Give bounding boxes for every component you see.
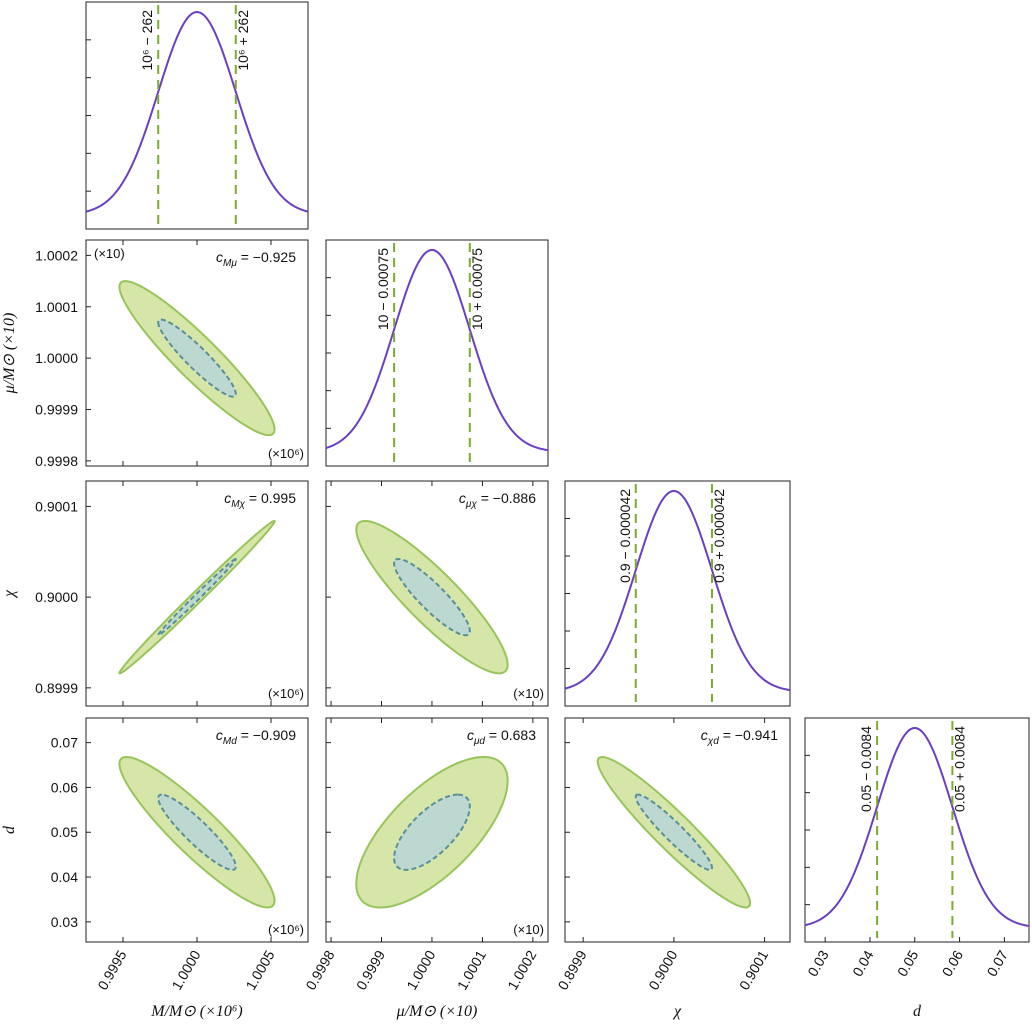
y-tick-label: 0.03 [51, 914, 78, 930]
diag-panel-mu: 10 − 0.00075 10 + 0.00075 [325, 239, 549, 467]
y-tick-label: 0.04 [51, 869, 78, 885]
posterior-curve [804, 727, 1030, 927]
y-tick-label: 0.9998 [35, 453, 78, 469]
x-tick-label: 0.8999 [554, 947, 589, 992]
diag-panel-d: 0.05 − 0.0084 0.05 + 0.0084 [804, 717, 1030, 943]
correlation-label: cMμ = −0.925 [216, 249, 296, 269]
x-axis-label-d: d [913, 1003, 922, 1020]
x-tick-label: 0.9995 [94, 947, 129, 992]
multiplier-bottom: (×10) [513, 686, 544, 701]
x-tick-label: 0.05 [894, 947, 922, 979]
posterior-curve [85, 10, 309, 213]
lower-sigma-label: 10 − 0.00075 [375, 248, 391, 330]
contour-1sigma [393, 558, 471, 637]
multiplier-top: (×10) [94, 246, 125, 261]
y-axis-label-chi: χ [1, 589, 18, 599]
upper-sigma-label: 0.05 + 0.0084 [951, 726, 967, 812]
x-tick-label: 1.0000 [403, 947, 438, 992]
correlation-label: cμχ = −0.886 [459, 490, 536, 510]
upper-sigma-label: 10⁶ + 262 [235, 10, 251, 71]
multiplier-bottom: (×10⁶) [268, 922, 304, 937]
x-tick-label: 0.03 [804, 947, 832, 979]
x-tick-label: 1.0005 [242, 947, 277, 992]
y-axis-label-mu: μ/M⊙ (×10) [1, 313, 18, 395]
x-tick-label: 0.9000 [645, 947, 680, 992]
y-tick-label: 1.0000 [35, 350, 78, 366]
contour-1sigma [393, 793, 471, 871]
y-tick-label: 0.05 [51, 824, 78, 840]
contour-panel-mass-d: cMd = −0.909 (×10⁶) [85, 717, 309, 943]
contour-1sigma [157, 318, 237, 398]
contour-1sigma [157, 558, 237, 637]
y-tick-label: 1.0001 [35, 299, 78, 315]
correlation-label: cχd = −0.941 [701, 727, 778, 747]
diag-panel-chi: 0.9 − 0.000042 0.9 + 0.000042 [564, 480, 791, 707]
y-tick-label: 0.07 [51, 735, 78, 751]
contour-panel-mass-mu: cMμ = −0.925 (×10) (×10⁶) [85, 239, 309, 467]
panel-frame [85, 1, 309, 230]
contour-1sigma [634, 793, 713, 871]
correlation-label: cμd = 0.683 [467, 727, 536, 747]
x-tick-label: 0.9999 [353, 947, 388, 992]
x-tick-label: 1.0001 [454, 947, 489, 992]
x-tick-label: 0.06 [939, 947, 967, 979]
posterior-curve [564, 490, 791, 692]
correlation-label: cMχ = 0.995 [224, 490, 296, 510]
contour-1sigma [157, 793, 237, 871]
y-tick-label: 1.0002 [35, 247, 78, 263]
contour-panel-mu-chi: cμχ = −0.886 (×10) [325, 480, 549, 707]
contour-panel-mass-chi: cMχ = 0.995 (×10⁶) [85, 480, 309, 707]
y-tick-label: 0.06 [51, 779, 78, 795]
multiplier-bottom: (×10) [513, 922, 544, 937]
y-axis-label-d: d [1, 825, 18, 834]
x-tick-label: 0.9001 [736, 947, 771, 992]
lower-sigma-label: 0.05 − 0.0084 [858, 726, 874, 812]
lower-sigma-label: 10⁶ − 262 [139, 10, 155, 71]
x-tick-label: 1.0002 [504, 947, 539, 992]
x-tick-label: 0.9998 [302, 947, 337, 992]
y-tick-label: 0.9000 [35, 589, 78, 605]
posterior-curve [325, 249, 549, 452]
x-tick-label: 0.04 [849, 947, 877, 979]
y-tick-label: 0.8999 [35, 680, 78, 696]
x-tick-label: 0.07 [983, 947, 1011, 979]
contour-panel-chi-d: cχd = −0.941 [564, 717, 791, 943]
y-tick-label: 0.9999 [35, 402, 78, 418]
y-tick-label: 0.9001 [35, 498, 78, 514]
multiplier-bottom: (×10⁶) [268, 446, 304, 461]
multiplier-bottom: (×10⁶) [268, 686, 304, 701]
correlation-label: cMd = −0.909 [216, 727, 296, 747]
x-axis-label-mass: M/M⊙ (×10⁶) [150, 1003, 243, 1020]
upper-sigma-label: 0.9 + 0.000042 [711, 489, 727, 583]
contour-panel-mu-d: cμd = 0.683 (×10) [325, 717, 549, 943]
lower-sigma-label: 0.9 − 0.000042 [617, 489, 633, 583]
diag-panel-mass: 10⁶ − 262 10⁶ + 262 [85, 1, 309, 230]
x-tick-label: 1.0000 [168, 947, 203, 992]
upper-sigma-label: 10 + 0.00075 [469, 248, 485, 330]
x-axis-label-mu: μ/M⊙ (×10) [396, 1003, 478, 1020]
x-axis-label-chi: χ [672, 1003, 682, 1020]
